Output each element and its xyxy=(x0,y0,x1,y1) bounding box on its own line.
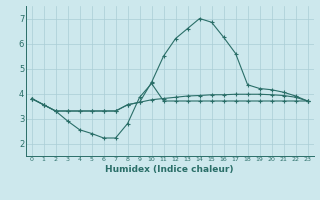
X-axis label: Humidex (Indice chaleur): Humidex (Indice chaleur) xyxy=(105,165,234,174)
